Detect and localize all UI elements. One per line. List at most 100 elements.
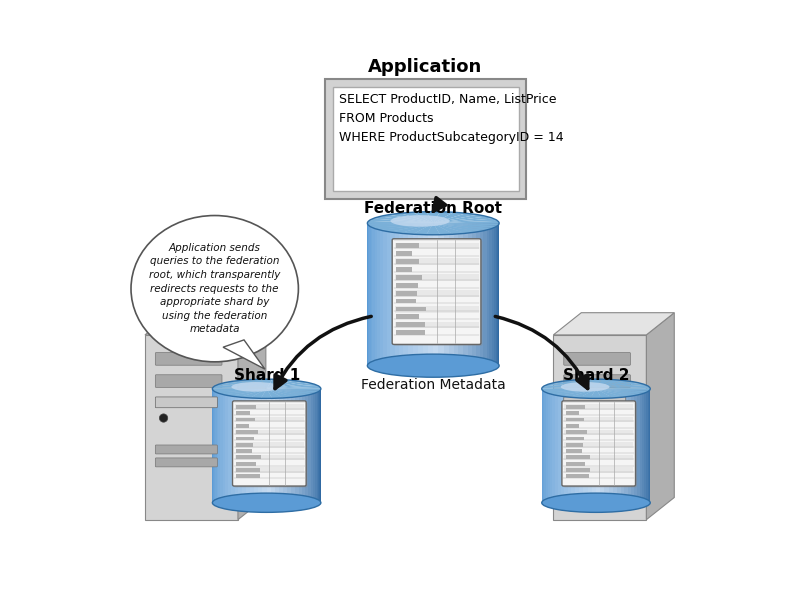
Polygon shape — [400, 213, 434, 224]
Polygon shape — [367, 224, 434, 225]
Polygon shape — [640, 389, 642, 503]
Polygon shape — [426, 224, 440, 234]
Polygon shape — [283, 389, 287, 503]
Text: Federation Root: Federation Root — [364, 200, 502, 216]
Polygon shape — [266, 389, 283, 398]
Polygon shape — [386, 224, 390, 365]
Polygon shape — [579, 379, 596, 389]
FancyBboxPatch shape — [396, 314, 419, 319]
Polygon shape — [561, 389, 564, 503]
Polygon shape — [215, 389, 217, 503]
Polygon shape — [480, 224, 483, 365]
FancyBboxPatch shape — [392, 239, 481, 345]
Polygon shape — [258, 389, 262, 503]
FancyBboxPatch shape — [155, 397, 218, 407]
Polygon shape — [217, 383, 266, 389]
FancyBboxPatch shape — [566, 430, 587, 434]
Polygon shape — [434, 224, 466, 234]
Polygon shape — [217, 389, 266, 395]
Polygon shape — [217, 389, 218, 503]
Polygon shape — [266, 382, 310, 389]
Polygon shape — [596, 379, 623, 389]
Polygon shape — [613, 389, 617, 503]
Polygon shape — [443, 224, 449, 365]
Polygon shape — [596, 389, 646, 395]
FancyBboxPatch shape — [396, 322, 425, 327]
Polygon shape — [261, 379, 272, 389]
Polygon shape — [394, 306, 478, 312]
Polygon shape — [434, 224, 438, 365]
Polygon shape — [649, 389, 650, 503]
Polygon shape — [262, 389, 266, 503]
Polygon shape — [634, 389, 638, 503]
FancyBboxPatch shape — [566, 443, 582, 446]
FancyBboxPatch shape — [333, 87, 518, 191]
Polygon shape — [438, 224, 443, 365]
Polygon shape — [266, 379, 283, 389]
Polygon shape — [369, 219, 434, 224]
Polygon shape — [238, 389, 242, 503]
Polygon shape — [222, 389, 226, 503]
FancyBboxPatch shape — [566, 405, 585, 409]
Polygon shape — [564, 455, 634, 460]
FancyBboxPatch shape — [237, 456, 261, 459]
Polygon shape — [214, 389, 266, 393]
Polygon shape — [492, 224, 494, 365]
Polygon shape — [642, 389, 644, 503]
Polygon shape — [596, 387, 650, 389]
Polygon shape — [596, 383, 646, 389]
Polygon shape — [596, 382, 640, 389]
Polygon shape — [434, 224, 499, 225]
Polygon shape — [434, 224, 486, 232]
Polygon shape — [434, 224, 498, 228]
Polygon shape — [596, 389, 649, 393]
Circle shape — [568, 414, 576, 422]
Polygon shape — [389, 213, 434, 224]
Polygon shape — [246, 389, 250, 503]
Polygon shape — [408, 224, 413, 365]
Polygon shape — [638, 389, 640, 503]
Polygon shape — [394, 290, 478, 297]
Polygon shape — [275, 389, 279, 503]
Polygon shape — [250, 389, 254, 503]
Polygon shape — [261, 389, 272, 398]
Ellipse shape — [131, 216, 298, 362]
Polygon shape — [496, 224, 498, 365]
Polygon shape — [413, 224, 418, 365]
Polygon shape — [476, 224, 480, 365]
Polygon shape — [377, 224, 380, 365]
Polygon shape — [145, 312, 266, 335]
Polygon shape — [596, 389, 650, 391]
Ellipse shape — [231, 382, 280, 392]
Polygon shape — [305, 389, 308, 503]
Polygon shape — [592, 389, 596, 503]
Ellipse shape — [367, 354, 499, 377]
Polygon shape — [319, 389, 320, 503]
FancyBboxPatch shape — [396, 267, 412, 272]
Text: Application sends
queries to the federation
root, which transparently
redirects : Application sends queries to the federat… — [149, 243, 280, 334]
Polygon shape — [418, 224, 423, 365]
Polygon shape — [220, 389, 222, 503]
FancyBboxPatch shape — [237, 462, 255, 465]
Polygon shape — [646, 312, 674, 519]
Polygon shape — [231, 389, 234, 503]
Polygon shape — [403, 224, 408, 365]
Polygon shape — [564, 429, 634, 435]
FancyBboxPatch shape — [564, 458, 626, 467]
FancyBboxPatch shape — [566, 418, 585, 421]
FancyBboxPatch shape — [237, 430, 258, 434]
Polygon shape — [472, 224, 476, 365]
Polygon shape — [560, 381, 596, 389]
Polygon shape — [596, 389, 623, 398]
FancyBboxPatch shape — [566, 411, 579, 415]
Polygon shape — [250, 389, 266, 398]
Polygon shape — [434, 216, 494, 224]
FancyBboxPatch shape — [396, 244, 419, 248]
FancyBboxPatch shape — [564, 397, 626, 407]
Polygon shape — [554, 335, 646, 519]
Polygon shape — [367, 221, 434, 224]
Polygon shape — [631, 389, 634, 503]
FancyBboxPatch shape — [396, 252, 412, 256]
FancyBboxPatch shape — [234, 403, 308, 488]
FancyBboxPatch shape — [562, 401, 635, 486]
